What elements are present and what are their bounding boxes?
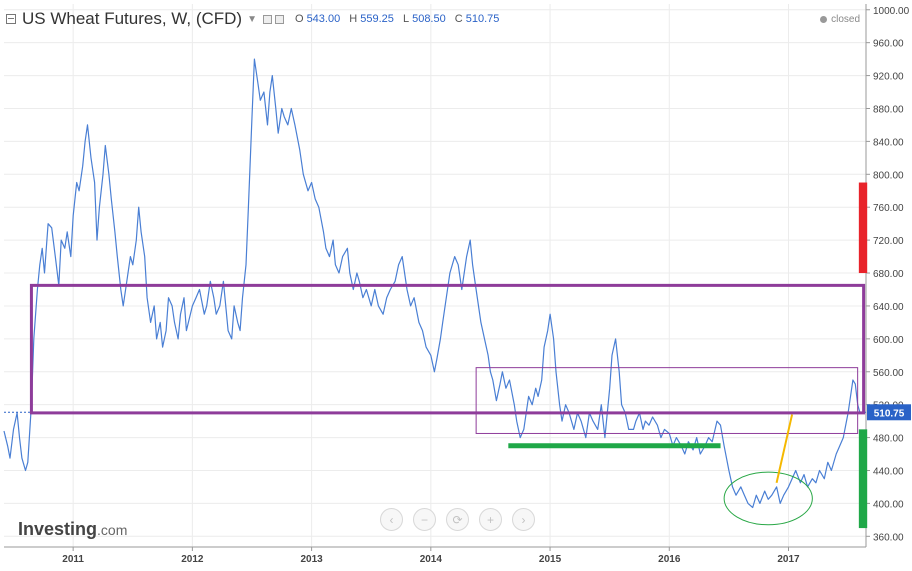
y-tick-label: 600.00 — [873, 335, 904, 346]
indicator-icon[interactable] — [275, 14, 284, 24]
logo-domain: .com — [97, 522, 128, 538]
x-tick-label: 2015 — [539, 554, 562, 565]
y-tick-label: 440.00 — [873, 466, 904, 477]
y-tick-label: 400.00 — [873, 499, 904, 510]
last-price-tag — [867, 404, 911, 421]
scroll-right-button[interactable]: › — [512, 508, 535, 531]
y-tick-label: 880.00 — [873, 104, 904, 115]
breakout-line — [775, 414, 794, 484]
scroll-left-button[interactable]: ‹ — [380, 508, 403, 531]
ohlc-high-key: H — [349, 13, 358, 25]
chevron-down-icon[interactable]: ▼ — [247, 13, 257, 25]
y-tick-label: 480.00 — [873, 434, 904, 445]
bottom-ellipse — [723, 471, 813, 526]
y-tick-label: 680.00 — [873, 269, 904, 280]
ohlc-open-key: O — [295, 13, 304, 25]
y-tick-label: 560.00 — [873, 368, 904, 379]
ohlc-close-value: 510.75 — [465, 13, 500, 25]
x-tick-label: 2011 — [62, 554, 84, 565]
ohlc-high-value: 559.25 — [360, 13, 394, 25]
y-tick-label: 720.00 — [873, 236, 904, 247]
reset-button[interactable]: ⟳ — [446, 508, 469, 531]
chart-nav-controls: ‹ − ⟳ + › — [380, 508, 545, 531]
ohlc-open-value: 543.00 — [306, 13, 341, 25]
y-tick-label: 1000.00 — [873, 6, 910, 17]
price-line — [3, 58, 861, 509]
y-tick-label: 840.00 — [873, 137, 904, 148]
collapse-icon[interactable] — [6, 14, 16, 24]
instrument-title: US Wheat Futures, W, (CFD) — [22, 9, 243, 28]
x-tick-label: 2012 — [181, 554, 204, 565]
y-tick-label: 640.00 — [873, 302, 904, 313]
logo-brand: Investing — [18, 519, 98, 539]
x-tick-label: 2016 — [658, 554, 681, 565]
y-tick-label: 920.00 — [873, 72, 904, 83]
chart-header: US Wheat Futures, W, (CFD) ▼ O 543.00 H 55… — [6, 8, 505, 30]
ohlc-low-value: 508.50 — [412, 13, 446, 25]
y-tick-label: 800.00 — [873, 170, 904, 181]
y-tick-label: 960.00 — [873, 39, 904, 50]
settings-icon[interactable] — [263, 14, 272, 24]
ohlc-readout: O 543.00 H 559.25 L 508.50 C 510.75 — [295, 13, 505, 25]
wide-range-box — [29, 283, 866, 415]
market-status: closed — [820, 14, 860, 25]
inner-range-box — [475, 367, 859, 434]
ohlc-low-key: L — [402, 13, 410, 25]
y-tick-label: 760.00 — [873, 203, 904, 214]
ohlc-close-key: C — [454, 13, 463, 25]
investing-logo[interactable]: Investing.com — [18, 519, 127, 540]
y-tick-label: 360.00 — [873, 532, 904, 543]
last-price-label: 510.75 — [874, 408, 905, 419]
red-target-bar — [858, 182, 868, 274]
status-dot-icon — [820, 15, 828, 23]
market-status-label: closed — [831, 14, 860, 25]
green-target-bar — [858, 429, 868, 529]
zoom-out-button[interactable]: − — [413, 508, 436, 531]
x-tick-label: 2017 — [777, 554, 800, 565]
zoom-in-button[interactable]: + — [479, 508, 502, 531]
x-tick-label: 2014 — [420, 554, 443, 565]
x-tick-label: 2013 — [300, 554, 323, 565]
